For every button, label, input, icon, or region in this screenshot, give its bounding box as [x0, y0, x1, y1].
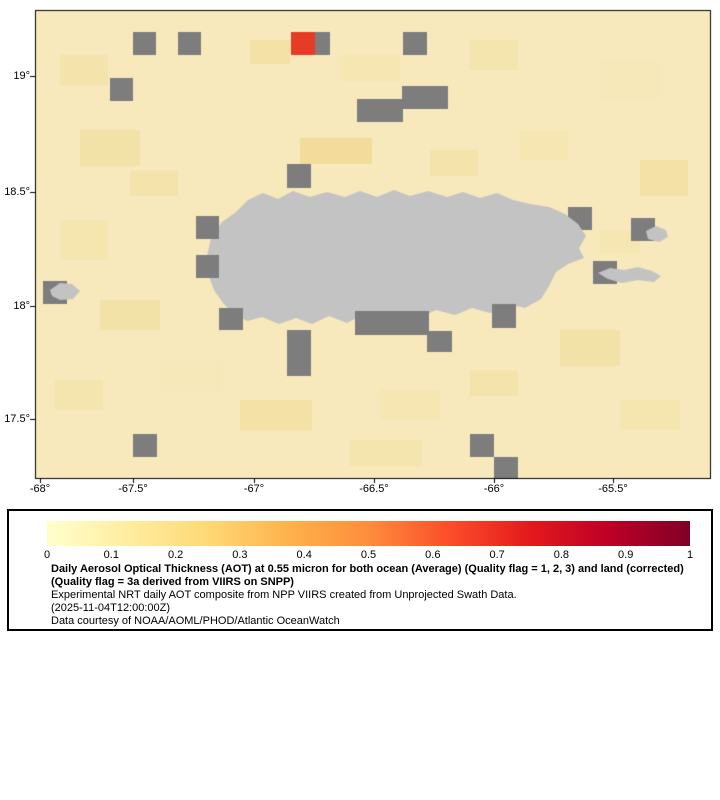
- colorbar-tick-label: 0: [43, 549, 51, 561]
- colorbar-tick-label: 0.3: [232, 549, 248, 561]
- colorbar-tick-label: 1: [686, 549, 694, 561]
- x-axis-tick-label: -65.5°: [598, 483, 628, 495]
- colorbar-tick-label: 0.2: [167, 549, 184, 561]
- legend-timestamp: (2025-11-04T12:00:00Z): [51, 602, 171, 614]
- colorbar-tick-label: 0.4: [296, 549, 312, 561]
- colorbar-tick-label: 0.6: [425, 549, 441, 561]
- colorbar-tick-label: 0.9: [618, 549, 634, 561]
- colorbar: [47, 521, 690, 546]
- legend-panel: Daily Aerosol Optical Thickness (AOT) at…: [7, 509, 713, 631]
- map-area: -68° -67.5° -67° -66.5° -66° -65.5° 19° 18.5° 18…: [0, 0, 720, 500]
- aot-raster-map-canvas: [0, 0, 720, 500]
- x-axis-tick-label: -66°: [483, 483, 505, 495]
- y-axis-tick-label: 18.5°: [4, 186, 30, 198]
- colorbar-tick-label: 0.5: [360, 549, 377, 561]
- colorbar-tick-label: 0.7: [489, 549, 505, 561]
- y-axis-tick-label: 19°: [13, 70, 30, 82]
- y-axis-tick-label: 17.5°: [4, 413, 30, 425]
- legend-subtitle: Experimental NRT daily AOT composite fro…: [51, 589, 517, 601]
- x-axis-tick-label: -67°: [243, 483, 265, 495]
- legend-text-block: Daily Aerosol Optical Thickness (AOT) at…: [51, 563, 701, 628]
- y-axis-tick-label: 18°: [13, 300, 30, 312]
- legend-title: Daily Aerosol Optical Thickness (AOT) at…: [51, 563, 684, 588]
- colorbar-tick-label: 0.8: [553, 549, 570, 561]
- x-axis-tick-label: -67.5°: [118, 483, 148, 495]
- x-axis-tick-label: -68°: [29, 483, 51, 495]
- colorbar-tick-label: 0.1: [103, 549, 119, 561]
- x-axis-tick-label: -66.5°: [359, 483, 389, 495]
- legend-credit: Data courtesy of NOAA/AOML/PHOD/Atlantic…: [51, 615, 340, 627]
